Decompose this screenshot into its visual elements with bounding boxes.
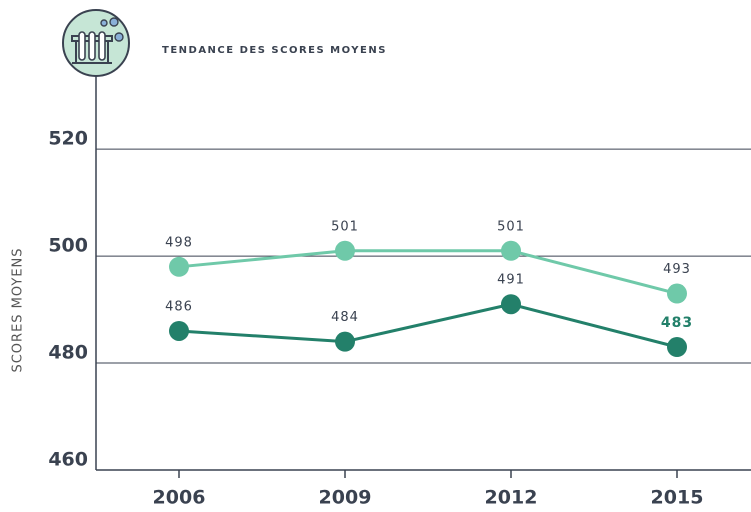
data-label: 493 — [663, 262, 691, 277]
line — [178, 249, 678, 295]
y-tick-label: 500 — [48, 235, 88, 257]
x-tick-label: 2012 — [485, 487, 538, 509]
point — [169, 256, 189, 277]
data-label: 483 — [661, 315, 693, 331]
point — [501, 294, 521, 315]
y-tick-label: 460 — [48, 449, 88, 471]
y-axis-title: SCORES MOYENS — [11, 247, 26, 372]
point — [667, 337, 687, 358]
data-label: 498 — [165, 235, 193, 250]
y-tick-label: 520 — [48, 128, 88, 150]
point — [335, 331, 355, 352]
data-label: 501 — [331, 219, 359, 234]
point — [501, 240, 521, 261]
y-tick-label: 480 — [48, 342, 88, 364]
data-label: 501 — [497, 219, 525, 234]
x-tick-label: 2015 — [651, 487, 704, 509]
data-label: 491 — [497, 273, 525, 288]
x-tick-label: 2006 — [153, 487, 206, 509]
chart-title: TENDANCE DES SCORES MOYENS — [162, 45, 387, 56]
icon — [62, 9, 130, 77]
point — [335, 240, 355, 261]
point — [667, 283, 687, 304]
data-label: 484 — [331, 310, 359, 325]
x-tick-label: 2009 — [319, 487, 372, 509]
point — [169, 320, 189, 341]
line — [178, 302, 678, 349]
data-label: 486 — [165, 299, 193, 314]
